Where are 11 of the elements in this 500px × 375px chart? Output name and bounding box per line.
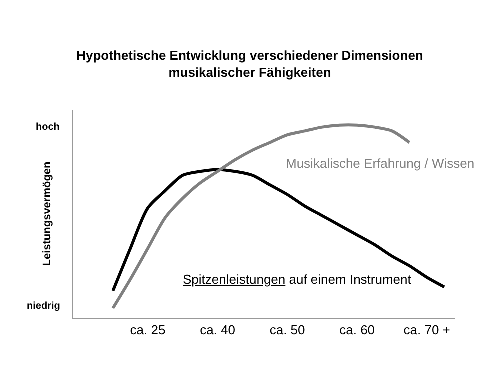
x-tick-label: ca. 50 <box>270 322 306 338</box>
x-tick-label: ca. 40 <box>200 322 236 338</box>
series-label: Spitzenleistungen auf einem Instrument <box>183 272 412 287</box>
y-axis-title: Leistungsvermögen <box>42 161 54 266</box>
series-label: Musikalische Erfahrung / Wissen <box>286 156 475 171</box>
text: niedrig <box>27 301 60 312</box>
x-tick-label: ca. 60 <box>340 322 376 338</box>
x-tick-label: ca. 25 <box>130 322 166 338</box>
x-tick-label: ca. 70 + <box>404 322 450 338</box>
chart-title: Hypothetische Entwicklung verschiedener Dimensionen musikalischer Fähigkeiten <box>76 48 424 80</box>
text: hoch <box>36 122 60 133</box>
